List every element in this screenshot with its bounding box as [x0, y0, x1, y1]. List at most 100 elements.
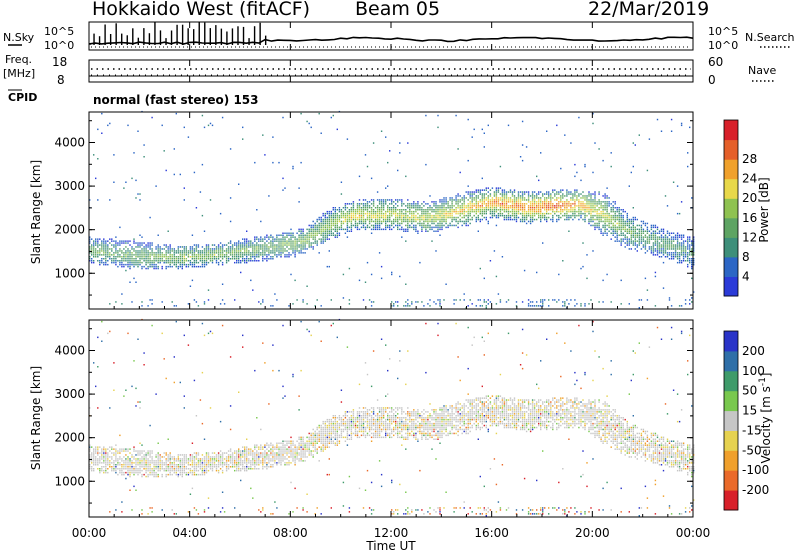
power-cell: [574, 299, 576, 301]
velocity-cell: [105, 468, 107, 470]
power-cell: [485, 207, 487, 209]
velocity-cell: [149, 471, 151, 474]
power-cell: [497, 209, 500, 211]
power-cell: [586, 205, 588, 207]
power-cell: [330, 299, 332, 301]
power-cell: [308, 236, 310, 238]
power-cell: [485, 203, 487, 205]
power-cell: [491, 207, 494, 209]
power-cell: [324, 240, 326, 242]
power-cell: [687, 236, 689, 238]
power-cell: [322, 212, 324, 215]
velocity-cell: [181, 454, 183, 456]
power-cell: [201, 114, 204, 117]
power-cell: [447, 214, 449, 217]
power-cell: [290, 244, 292, 246]
power-cell: [376, 209, 379, 211]
power-cell: [646, 222, 649, 225]
velocity-cell: [254, 446, 256, 448]
velocity-cell: [129, 471, 131, 474]
power-cell: [193, 261, 196, 264]
velocity-cell: [179, 460, 181, 462]
power-cell: [632, 142, 634, 144]
power-cell: [111, 261, 113, 264]
power-cell: [352, 218, 355, 221]
velocity-cell: [250, 454, 252, 456]
power-cell: [316, 224, 318, 227]
velocity-cell: [262, 464, 264, 466]
power-cell: [260, 220, 262, 223]
power-cell: [616, 216, 618, 219]
power-cell: [362, 222, 365, 225]
power-cell: [147, 261, 149, 264]
power-cell: [435, 212, 437, 215]
power-cell: [159, 254, 161, 256]
power-cell: [431, 226, 433, 229]
power-cell: [427, 226, 429, 229]
power-cell: [538, 191, 540, 193]
power-cell: [350, 230, 353, 232]
velocity-cell: [185, 460, 187, 462]
power-cell: [475, 189, 477, 191]
power-cell: [258, 240, 260, 242]
power-cell: [318, 232, 320, 234]
velocity-cell: [151, 469, 153, 472]
power-cell: [387, 218, 389, 221]
velocity-cell: [149, 424, 151, 427]
power-cell: [624, 230, 626, 232]
power-cell: [457, 207, 459, 209]
velocity-cell: [246, 469, 248, 472]
power-cell: [236, 244, 238, 246]
power-cell: [586, 210, 588, 213]
power-cell: [463, 199, 465, 201]
power-cell: [554, 193, 556, 195]
power-cell: [304, 242, 306, 244]
velocity-cell: [231, 454, 234, 456]
velocity-cell: [191, 487, 194, 490]
power-cell: [529, 218, 532, 221]
power-cell: [143, 254, 145, 256]
power-cell: [366, 214, 369, 217]
velocity-cell: [153, 475, 155, 478]
power-cell: [163, 150, 165, 152]
power-cell: [493, 195, 496, 197]
power-cell: [139, 263, 141, 266]
power-cell: [304, 236, 306, 238]
power-cell: [268, 246, 270, 248]
velocity-cell: [125, 471, 127, 474]
power-cell: [662, 244, 665, 246]
power-cell: [348, 218, 351, 221]
power-cell: [572, 209, 574, 211]
power-cell: [362, 212, 365, 215]
velocity-cell: [127, 462, 129, 464]
power-cell: [252, 248, 254, 250]
velocity-cell: [169, 456, 171, 458]
power-cell: [439, 218, 441, 221]
power-cell: [229, 250, 232, 252]
power-cell: [236, 260, 238, 262]
power-cell: [503, 218, 506, 221]
power-cell: [604, 214, 606, 217]
power-cell: [334, 226, 336, 229]
velocity-cell: [195, 454, 198, 456]
velocity-cell: [95, 452, 97, 454]
power-cell: [487, 222, 489, 225]
velocity-cell: [205, 471, 208, 474]
power-cell: [689, 252, 691, 254]
power-cell: [519, 218, 522, 221]
power-cell: [238, 261, 240, 264]
power-cell: [274, 250, 276, 252]
velocity-cell: [139, 460, 141, 462]
power-cell: [588, 209, 590, 211]
power-cell: [346, 226, 349, 229]
power-cell: [324, 230, 326, 232]
power-cell: [338, 218, 341, 221]
power-cell: [499, 210, 502, 213]
velocity-cell: [221, 462, 224, 464]
power-cell: [584, 303, 586, 305]
velocity-cell: [260, 448, 262, 450]
power-cell: [181, 254, 183, 256]
power-cell: [493, 212, 496, 215]
power-cell: [542, 212, 544, 215]
power-cell: [270, 305, 272, 307]
